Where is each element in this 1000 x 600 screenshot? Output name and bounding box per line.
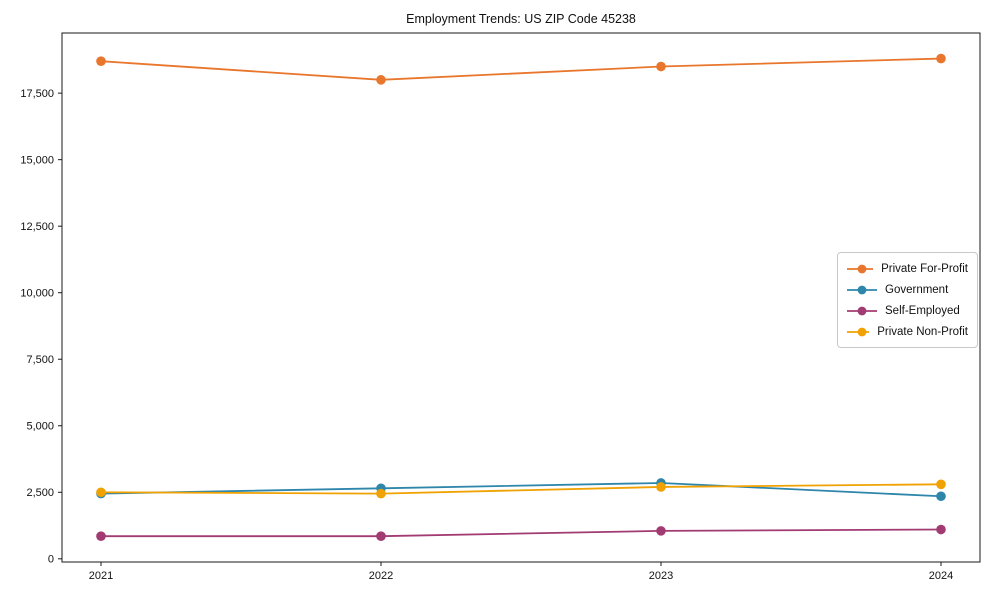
legend-label: Private Non-Profit xyxy=(877,325,968,338)
legend-entry: Private For-Profit xyxy=(847,261,968,276)
data-point xyxy=(376,531,386,541)
series-line xyxy=(100,57,942,81)
data-point xyxy=(656,61,666,72)
x-tick-label: 2021 xyxy=(89,570,113,582)
data-point xyxy=(96,487,106,498)
y-tick-label: 5,000 xyxy=(26,421,54,433)
series-line xyxy=(100,483,942,495)
legend-label: Government xyxy=(885,283,949,296)
legend-label: Private For-Profit xyxy=(881,262,968,275)
y-tick-label: 0 xyxy=(48,554,54,566)
data-point xyxy=(936,491,946,502)
legend-marker-icon xyxy=(847,285,877,294)
data-point xyxy=(656,482,666,492)
legend-marker-icon xyxy=(847,264,874,273)
x-tick-label: 2024 xyxy=(929,570,953,582)
data-point xyxy=(936,524,946,535)
chart-title: Employment Trends: US ZIP Code 45238 xyxy=(406,12,636,26)
legend: Private For-Profit Government Self-Employe… xyxy=(837,252,978,348)
data-point xyxy=(96,56,106,67)
legend-entry: Government xyxy=(847,282,968,297)
legend-label: Self-Employed xyxy=(885,304,960,317)
data-point xyxy=(376,75,386,85)
legend-entry: Self-Employed xyxy=(847,303,968,318)
y-tick-label: 15,000 xyxy=(20,154,54,166)
data-point xyxy=(936,479,946,490)
data-point xyxy=(656,526,666,536)
data-point xyxy=(376,488,386,499)
y-tick-label: 17,500 xyxy=(20,88,54,100)
data-point xyxy=(936,53,946,64)
series-line xyxy=(101,528,942,538)
y-tick-label: 7,500 xyxy=(26,354,54,366)
y-tick-label: 12,500 xyxy=(20,221,54,233)
legend-entry: Private Non-Profit xyxy=(847,324,968,339)
data-point xyxy=(96,531,106,541)
legend-marker-icon xyxy=(847,306,877,315)
legend-marker-icon xyxy=(847,327,870,336)
x-tick-label: 2023 xyxy=(649,570,673,582)
y-tick-label: 10,000 xyxy=(20,288,54,300)
y-tick-label: 2,500 xyxy=(26,487,54,499)
series-line xyxy=(100,482,942,498)
axes-frame xyxy=(61,32,981,563)
x-tick-label: 2022 xyxy=(369,570,393,582)
